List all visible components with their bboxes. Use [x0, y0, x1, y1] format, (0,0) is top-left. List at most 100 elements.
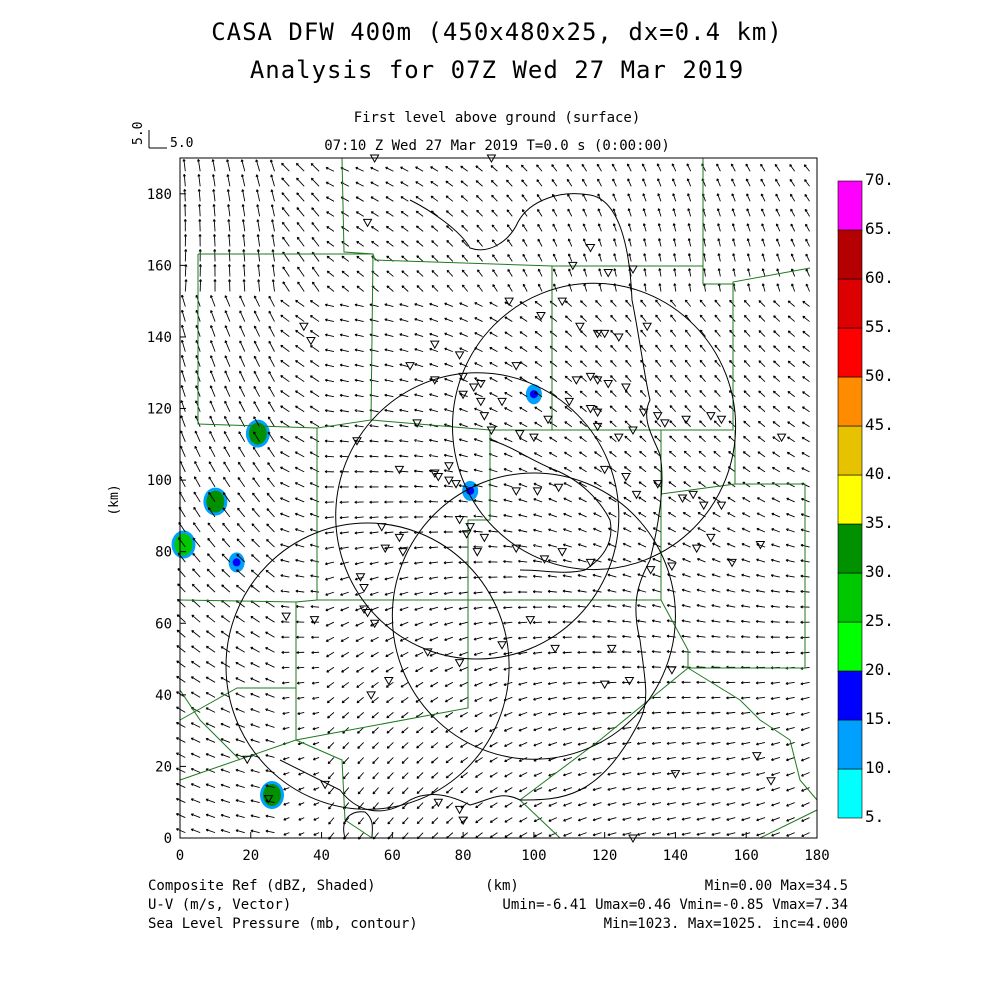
wind-vector [428, 454, 439, 458]
wind-vector [743, 329, 751, 337]
wind-vector [684, 405, 691, 413]
x-tick-label: 100 [521, 848, 546, 864]
wind-vector [714, 344, 721, 352]
wind-vector [731, 223, 736, 232]
wind-vector [637, 802, 647, 806]
wind-vector [445, 180, 454, 187]
wind-vector [611, 163, 617, 172]
wind-vector [741, 787, 751, 791]
wind-vector [639, 420, 647, 428]
wind-vector [595, 315, 602, 322]
x-tick-label: 180 [804, 848, 829, 864]
wind-vector [666, 802, 676, 806]
wind-vector [518, 513, 528, 518]
wind-vector [636, 696, 647, 700]
wind-vector [651, 741, 661, 745]
wind-vector [638, 466, 647, 473]
station-marker [585, 372, 596, 382]
wind-vector [251, 507, 260, 518]
colorbar-swatch [837, 621, 863, 672]
wind-vector [354, 516, 364, 520]
wind-vector [197, 204, 202, 217]
wind-vector [696, 558, 706, 563]
wind-vector [205, 753, 216, 758]
wind-vector [339, 363, 349, 368]
wind-vector [235, 799, 245, 804]
wind-vector [756, 772, 766, 776]
wind-vector [193, 506, 201, 518]
station-marker [727, 558, 737, 568]
wind-vector [623, 496, 632, 503]
footer-left-line2: U-V (m/s, Vector) [148, 897, 291, 913]
wind-vector [790, 223, 796, 232]
wind-vector [760, 163, 766, 172]
wind-vector [687, 193, 692, 202]
wind-vector [324, 378, 335, 383]
wind-vector [651, 665, 661, 669]
wind-vector [399, 318, 409, 322]
wind-vector [414, 606, 424, 611]
wind-vector [592, 772, 602, 776]
wind-vector [626, 163, 632, 172]
wind-vector [197, 189, 201, 202]
wind-vector [416, 742, 424, 749]
wind-vector [699, 344, 706, 352]
x-axis-unit-label: (km) [485, 878, 519, 894]
wind-vector [198, 249, 202, 262]
wind-vector [175, 828, 186, 834]
wind-vector [430, 742, 439, 749]
station-marker [525, 616, 536, 625]
wind-vector [595, 345, 602, 352]
wind-vector [772, 405, 781, 413]
wind-vector [250, 631, 260, 638]
wind-vector [532, 666, 543, 671]
wind-vector [741, 543, 751, 548]
wind-vector [282, 236, 290, 247]
wind-vector [211, 174, 216, 187]
wind-vector [354, 348, 364, 353]
station-marker [479, 412, 490, 421]
wind-vector [785, 620, 795, 624]
wind-vector [282, 266, 290, 277]
wind-vector [445, 711, 454, 718]
wind-vector [251, 523, 260, 533]
wind-vector [607, 832, 617, 837]
wind-vector [190, 767, 201, 773]
station-marker [592, 422, 603, 432]
wind-vector [607, 802, 617, 806]
wind-vector [428, 484, 439, 488]
wind-vector [773, 360, 781, 367]
station-marker [667, 562, 677, 572]
wind-vector [711, 619, 721, 623]
colorbar-swatch [837, 768, 863, 819]
wind-vector [327, 742, 335, 749]
echo-core [529, 390, 538, 399]
wind-vector [533, 711, 543, 716]
wind-vector [474, 757, 483, 763]
wind-vector [238, 446, 246, 458]
wind-vector [267, 446, 275, 458]
wind-vector [503, 606, 513, 610]
wind-vector [413, 484, 424, 488]
wind-vector [310, 177, 320, 187]
wind-vector [265, 677, 275, 683]
wind-vector [297, 266, 305, 277]
wind-vector [567, 238, 573, 247]
wind-vector [311, 266, 320, 277]
wind-vector [688, 283, 692, 292]
wind-vector [444, 621, 453, 626]
wind-vector [785, 558, 795, 563]
wind-vector [444, 377, 454, 383]
wind-vector [771, 802, 780, 807]
valid-time-label: 07:10 Z Wed 27 Mar 2019 T=0.0 s (0:00:00… [324, 138, 670, 154]
wind-vector [473, 529, 483, 533]
wind-vector [770, 650, 780, 655]
wind-vector [683, 465, 691, 473]
wind-vector [399, 500, 409, 504]
wind-vector [666, 741, 676, 745]
wind-vector [265, 585, 275, 593]
wind-vector [266, 538, 275, 548]
wind-vector [757, 466, 766, 473]
wind-vector [386, 727, 394, 734]
wind-vector [474, 407, 483, 413]
